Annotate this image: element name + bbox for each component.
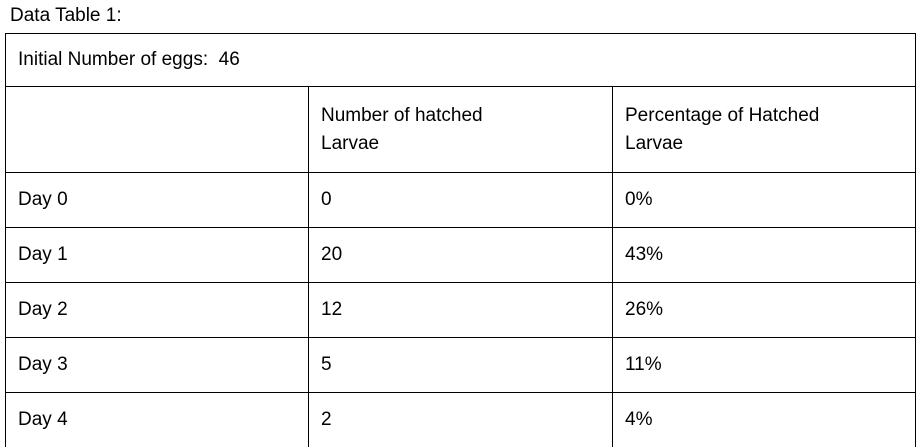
- table-row: Day 0 0 0%: [5, 172, 917, 228]
- header-hatched-count: Number of hatched Larvae: [308, 86, 613, 173]
- hatched-count: 0: [308, 172, 613, 228]
- hatched-count: 12: [308, 282, 613, 338]
- hatched-percentage: 43%: [611, 227, 917, 283]
- header-empty-cell: [5, 86, 309, 173]
- hatched-percentage: 4%: [611, 392, 917, 447]
- day-label: Day 4: [5, 392, 309, 447]
- hatched-count: 20: [308, 227, 613, 283]
- table-row: Day 4 2 4%: [5, 392, 917, 447]
- summary-row: Initial Number of eggs: 46: [4, 33, 917, 87]
- hatched-percentage: 0%: [611, 172, 917, 228]
- hatched-count: 5: [308, 337, 613, 393]
- day-label: Day 0: [5, 172, 309, 228]
- header-hatched-percentage: Percentage of Hatched Larvae: [611, 86, 917, 173]
- day-label: Day 3: [5, 337, 309, 393]
- header-row: Number of hatched Larvae Percentage of H…: [5, 86, 917, 173]
- hatched-percentage: 26%: [611, 282, 917, 338]
- day-label: Day 1: [5, 227, 309, 283]
- hatched-percentage: 11%: [611, 337, 917, 393]
- initial-eggs-cell: Initial Number of eggs: 46: [4, 33, 917, 87]
- day-label: Day 2: [5, 282, 309, 338]
- table-caption: Data Table 1:: [10, 5, 122, 26]
- table-row: Day 3 5 11%: [5, 337, 917, 393]
- hatched-count: 2: [308, 392, 613, 447]
- data-table: Initial Number of eggs: 46 Number of hat…: [4, 33, 917, 447]
- table-row: Day 1 20 43%: [5, 227, 917, 283]
- table-row: Day 2 12 26%: [5, 282, 917, 338]
